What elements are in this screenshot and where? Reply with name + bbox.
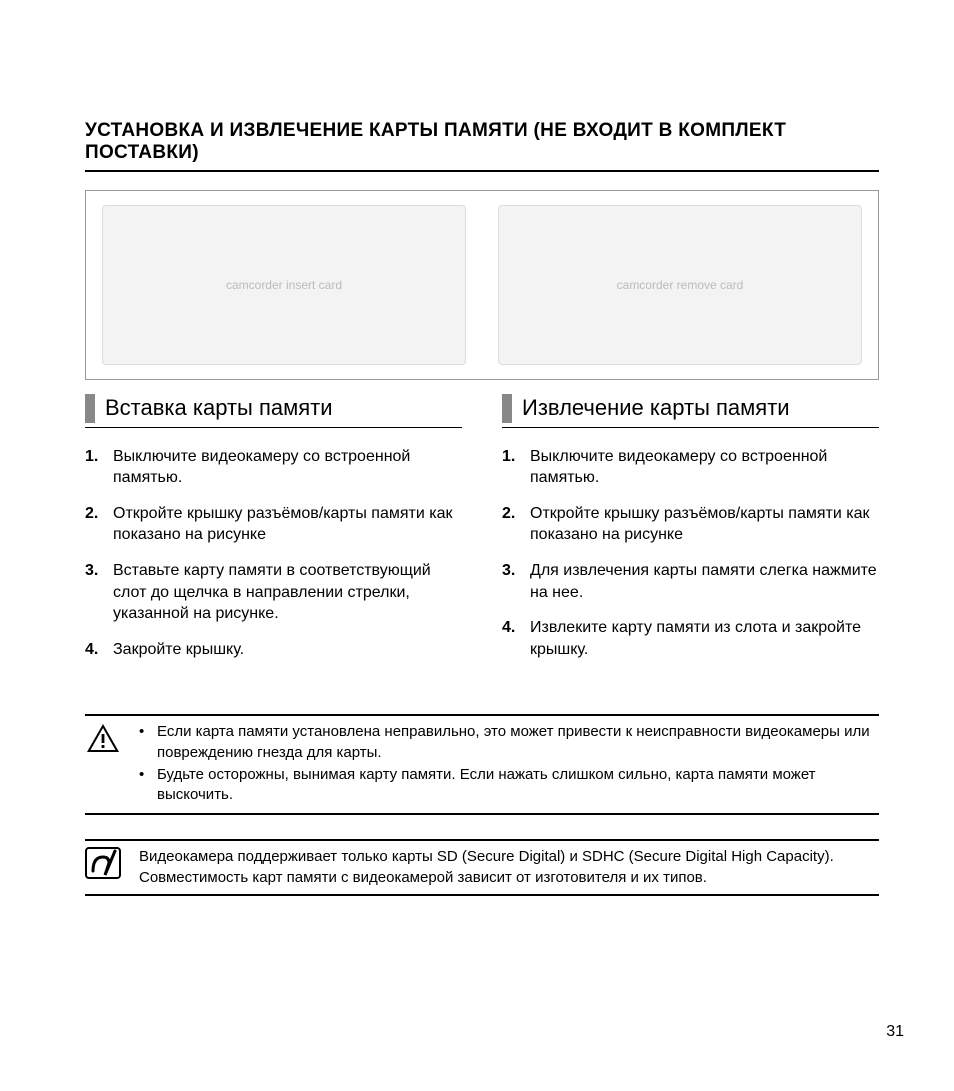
step-text: Для извлечения карты памяти слегка нажми…	[530, 560, 879, 603]
step-number: 3.	[85, 560, 113, 625]
step-text: Извлеките карту памяти из слота и закрой…	[530, 617, 879, 660]
step-text: Выключите видеокамеру со встроенной памя…	[113, 446, 462, 489]
step-text: Вставьте карту памяти в соответствующий …	[113, 560, 462, 625]
instruction-columns: Вставка карты памяти 1.Выключите видеока…	[85, 394, 879, 674]
warning-box: Если карта памяти установлена неправильн…	[85, 714, 879, 815]
title-accent-bar	[502, 394, 512, 423]
note-icon	[85, 847, 121, 879]
list-item: 2.Откройте крышку разъёмов/карты памяти …	[85, 503, 462, 546]
step-number: 2.	[502, 503, 530, 546]
step-number: 2.	[85, 503, 113, 546]
list-item: 3.Вставьте карту памяти в соответствующи…	[85, 560, 462, 625]
warning-icon	[85, 722, 121, 754]
warning-item: Будьте осторожны, вынимая карту памяти. …	[139, 765, 879, 806]
list-item: 1.Выключите видеокамеру со встроенной па…	[502, 446, 879, 489]
page-number: 31	[886, 1023, 904, 1041]
manual-page: УСТАНОВКА И ИЗВЛЕЧЕНИЕ КАРТЫ ПАМЯТИ (НЕ …	[0, 0, 954, 1091]
warning-item: Если карта памяти установлена неправильн…	[139, 722, 879, 763]
info-box: Видеокамера поддерживает только карты SD…	[85, 839, 879, 896]
remove-title-row: Извлечение карты памяти	[502, 394, 879, 428]
step-number: 1.	[85, 446, 113, 489]
list-item: 2.Откройте крышку разъёмов/карты памяти …	[502, 503, 879, 546]
diagram-figure-box: camcorder insert card camcorder remove c…	[85, 190, 879, 380]
remove-steps-list: 1.Выключите видеокамеру со встроенной па…	[502, 446, 879, 661]
remove-column: Извлечение карты памяти 1.Выключите виде…	[502, 394, 879, 674]
diagram-remove-card: camcorder remove card	[498, 205, 862, 365]
step-text: Закройте крышку.	[113, 639, 244, 661]
list-item: 4.Закройте крышку.	[85, 639, 462, 661]
remove-title: Извлечение карты памяти	[522, 394, 790, 423]
step-text: Откройте крышку разъёмов/карты памяти ка…	[113, 503, 462, 546]
diagram-insert-card: camcorder insert card	[102, 205, 466, 365]
insert-steps-list: 1.Выключите видеокамеру со встроенной па…	[85, 446, 462, 661]
insert-column: Вставка карты памяти 1.Выключите видеока…	[85, 394, 462, 674]
step-text: Откройте крышку разъёмов/карты памяти ка…	[530, 503, 879, 546]
warning-list: Если карта памяти установлена неправильн…	[139, 722, 879, 807]
list-item: 3.Для извлечения карты памяти слегка наж…	[502, 560, 879, 603]
step-number: 4.	[85, 639, 113, 661]
list-item: 4.Извлеките карту памяти из слота и закр…	[502, 617, 879, 660]
page-title: УСТАНОВКА И ИЗВЛЕЧЕНИЕ КАРТЫ ПАМЯТИ (НЕ …	[85, 120, 879, 172]
step-number: 1.	[502, 446, 530, 489]
step-number: 3.	[502, 560, 530, 603]
step-text: Выключите видеокамеру со встроенной памя…	[530, 446, 879, 489]
list-item: 1.Выключите видеокамеру со встроенной па…	[85, 446, 462, 489]
step-number: 4.	[502, 617, 530, 660]
info-text: Видеокамера поддерживает только карты SD…	[139, 847, 879, 888]
insert-title-row: Вставка карты памяти	[85, 394, 462, 428]
insert-title: Вставка карты памяти	[105, 394, 333, 423]
title-accent-bar	[85, 394, 95, 423]
